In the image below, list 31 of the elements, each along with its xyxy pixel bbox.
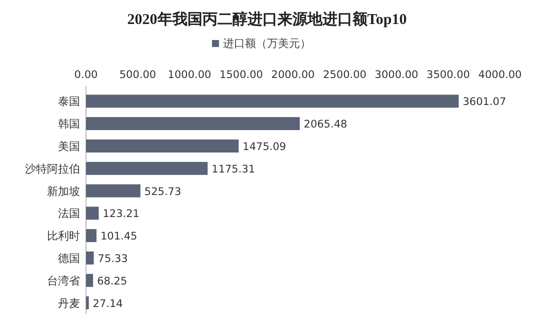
y-tick-label: 比利时	[47, 230, 80, 243]
data-label: 1475.09	[242, 141, 286, 153]
x-tick-label: 0.00	[74, 69, 98, 81]
x-tick-label: 2000.00	[271, 69, 315, 81]
data-label: 101.45	[100, 230, 138, 243]
y-tick-label: 沙特阿拉伯	[25, 162, 80, 176]
data-label: 123.21	[102, 208, 140, 220]
data-label: 525.73	[144, 186, 182, 198]
y-tick-label: 美国	[58, 140, 80, 153]
data-label: 2065.48	[304, 118, 348, 131]
y-tick-label: 泰国	[58, 95, 80, 108]
x-tick-label: 3500.00	[426, 69, 470, 81]
data-label: 1175.31	[212, 163, 256, 176]
data-label: 27.14	[92, 298, 124, 310]
data-label: 3601.07	[462, 96, 506, 108]
chart-title: 2020年我国丙二醇进口来源地进口额Top10	[127, 10, 407, 28]
y-tick-label: 新加坡	[47, 184, 80, 198]
data-label: 68.25	[97, 275, 128, 288]
x-tick-label: 3000.00	[374, 69, 418, 81]
data-label: 75.33	[98, 253, 128, 265]
legend: 进口额（万美元）	[212, 37, 311, 50]
y-tick-label: 德国	[58, 252, 80, 265]
x-tick-label: 1500.00	[220, 69, 263, 81]
y-tick-label: 台湾省	[47, 274, 80, 288]
x-tick-label: 2500.00	[323, 69, 366, 81]
x-tick-label: 1000.00	[168, 69, 212, 81]
x-tick-label: 500.00	[119, 69, 156, 81]
y-tick-label: 丹麦	[58, 296, 80, 310]
x-tick-label: 4000.00	[478, 69, 522, 81]
y-tick-label: 韩国	[58, 118, 80, 131]
y-tick-label: 法国	[58, 207, 80, 220]
